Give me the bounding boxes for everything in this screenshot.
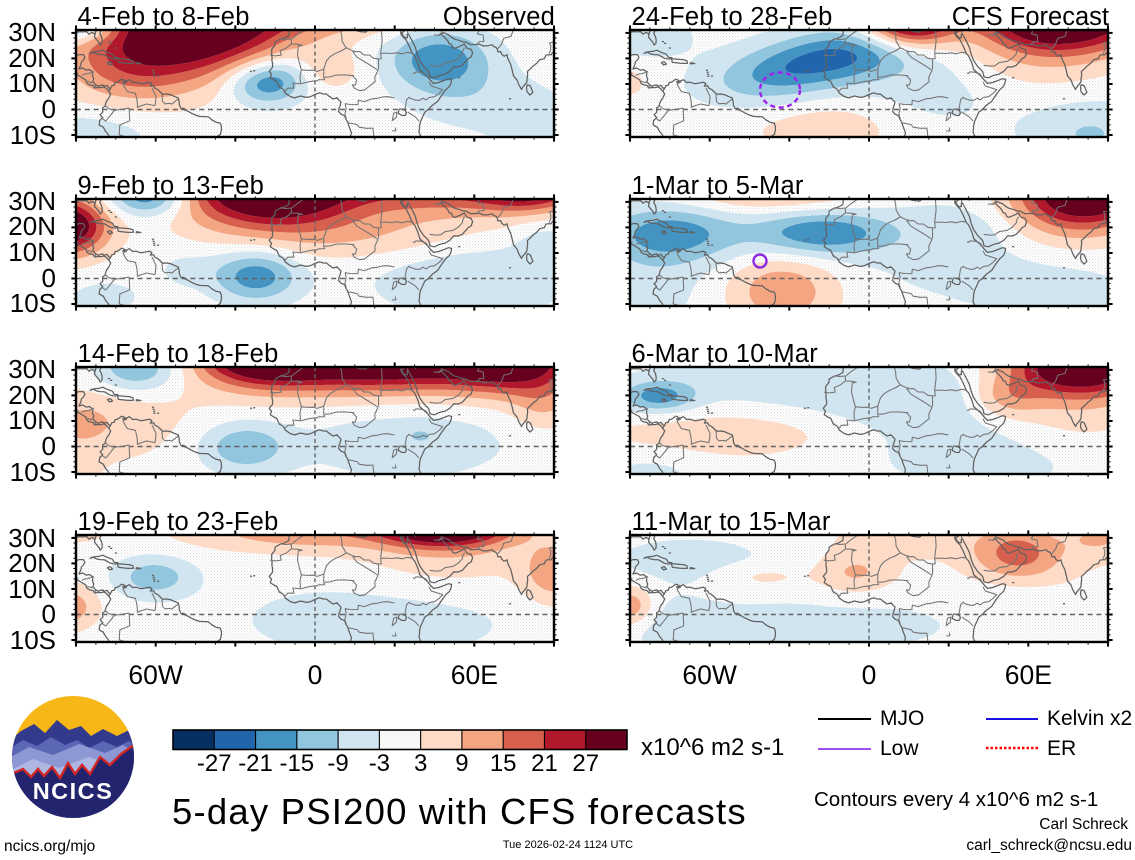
svg-text:NCICS: NCICS <box>33 778 114 804</box>
